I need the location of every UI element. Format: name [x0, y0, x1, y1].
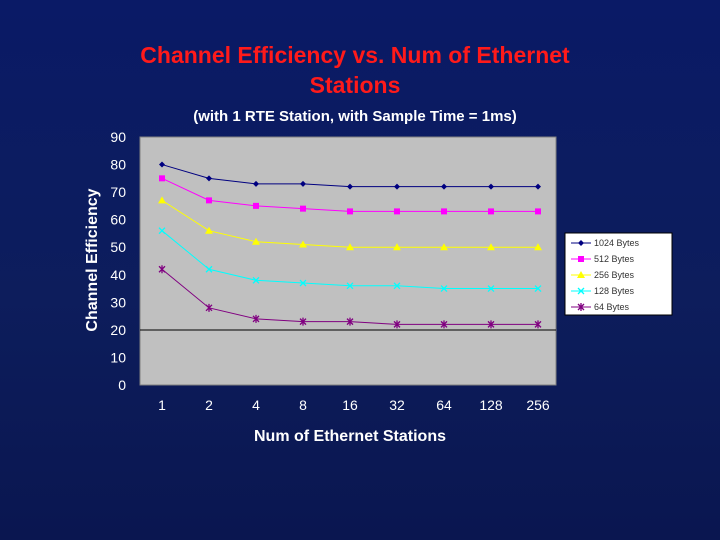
data-point-1024-bytes: [394, 183, 400, 190]
legend-label-256-bytes: 256 Bytes: [594, 270, 635, 280]
data-point-128-bytes: [487, 285, 495, 293]
legend-label-128-bytes: 128 Bytes: [594, 286, 635, 296]
x-axis-title: Num of Ethernet Stations: [254, 428, 446, 445]
x-tick-label: 4: [252, 397, 260, 413]
data-point-256-bytes: [440, 243, 448, 251]
data-point-512-bytes: [394, 208, 400, 215]
data-point-1024-bytes: [300, 180, 306, 187]
data-point-64-bytes: [252, 314, 260, 323]
data-point-256-bytes: [487, 243, 495, 251]
data-point-64-bytes: [487, 320, 495, 329]
data-point-128-bytes: [158, 227, 166, 235]
y-tick-label: 20: [110, 322, 126, 338]
data-point-512-bytes: [535, 208, 541, 215]
data-point-128-bytes: [299, 279, 307, 287]
data-point-64-bytes: [299, 317, 307, 326]
legend: 1024 Bytes 512 Bytes 256 Bytes 128 Bytes 64 …: [564, 232, 673, 316]
data-point-64-bytes: [158, 265, 166, 274]
legend-marker-256-bytes: [577, 271, 585, 278]
x-tick-label: 32: [389, 397, 405, 413]
data-point-256-bytes: [252, 237, 260, 245]
data-point-512-bytes: [441, 208, 447, 215]
data-point-256-bytes: [299, 240, 307, 248]
legend-marker-128-bytes: [577, 287, 585, 295]
x-tick-label: 128: [479, 397, 503, 413]
legend-box: [564, 232, 673, 316]
data-point-1024-bytes: [347, 183, 353, 190]
x-tick-label: 8: [299, 397, 307, 413]
y-tick-label: 30: [110, 294, 126, 310]
data-point-256-bytes: [346, 243, 354, 251]
legend-label-1024-bytes: 1024 Bytes: [594, 238, 640, 248]
data-point-256-bytes: [158, 196, 166, 204]
data-point-1024-bytes: [159, 161, 165, 168]
legend-marker-512-bytes: [578, 256, 584, 262]
y-tick-label: 90: [110, 129, 126, 145]
legend-marker-64-bytes: [577, 303, 585, 311]
data-point-1024-bytes: [535, 183, 541, 190]
data-point-512-bytes: [159, 175, 165, 182]
data-point-512-bytes: [206, 197, 212, 204]
data-point-512-bytes: [253, 202, 259, 209]
chart-title: Channel Efficiency vs. Num of Ethernet S…: [140, 42, 570, 98]
data-point-512-bytes: [300, 205, 306, 212]
x-tick-label: 64: [436, 397, 452, 413]
data-point-128-bytes: [252, 276, 260, 284]
y-tick-label: 60: [110, 212, 126, 228]
x-tick-label: 16: [342, 397, 358, 413]
data-point-1024-bytes: [206, 175, 212, 182]
y-tick-label: 50: [110, 239, 126, 255]
y-tick-label: 70: [110, 184, 126, 200]
plot-area: [139, 136, 557, 386]
legend-label-512-bytes: 512 Bytes: [594, 254, 635, 264]
data-point-1024-bytes: [441, 183, 447, 190]
chart-subtitle: (with 1 RTE Station, with Sample Time = …: [193, 108, 517, 125]
x-tick-label: 2: [205, 397, 213, 413]
data-point-1024-bytes: [253, 180, 259, 187]
y-tick-label: 0: [118, 377, 126, 393]
data-point-512-bytes: [347, 208, 353, 215]
data-point-128-bytes: [346, 282, 354, 290]
data-point-128-bytes: [205, 265, 213, 273]
y-axis-title: Channel Efficiency: [84, 188, 101, 331]
legend-label-64-bytes: 64 Bytes: [594, 302, 630, 312]
data-point-256-bytes: [205, 226, 213, 234]
data-point-128-bytes: [534, 285, 542, 293]
data-point-64-bytes: [393, 320, 401, 329]
data-point-64-bytes: [205, 303, 213, 312]
data-point-64-bytes: [346, 317, 354, 326]
legend-marker-1024-bytes: [578, 240, 584, 246]
data-point-512-bytes: [488, 208, 494, 215]
x-tick-label: 256: [526, 397, 550, 413]
y-tick-label: 40: [110, 267, 126, 283]
data-point-256-bytes: [393, 243, 401, 251]
data-point-256-bytes: [534, 243, 542, 251]
data-point-128-bytes: [440, 285, 448, 293]
data-point-128-bytes: [393, 282, 401, 290]
y-tick-label: 80: [110, 157, 126, 173]
x-tick-label: 1: [158, 397, 166, 413]
data-point-64-bytes: [534, 320, 542, 329]
data-point-64-bytes: [440, 320, 448, 329]
y-tick-label: 10: [110, 349, 126, 365]
data-point-1024-bytes: [488, 183, 494, 190]
